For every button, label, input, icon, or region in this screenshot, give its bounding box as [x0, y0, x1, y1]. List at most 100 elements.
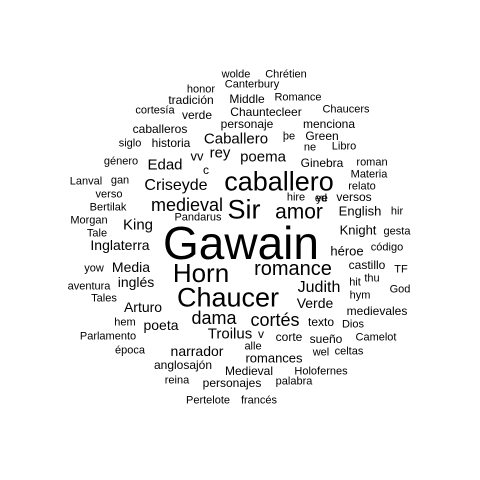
- word-hire: hire: [286, 191, 306, 204]
- word-roman: roman: [356, 156, 388, 169]
- word-sueno: sueño: [309, 332, 343, 346]
- word-medieval: medieval: [150, 195, 224, 215]
- word-king: King: [122, 216, 154, 234]
- word-reina: reina: [164, 374, 190, 387]
- word-tf: TF: [394, 263, 408, 276]
- word-thu: thu: [364, 272, 380, 285]
- word-dios: Dios: [341, 318, 365, 331]
- word-caballero: caballero: [224, 166, 334, 197]
- word-amor: amor: [275, 200, 323, 224]
- word-criseyde: Criseyde: [144, 177, 208, 194]
- word-cortes: cortés: [250, 310, 300, 330]
- word-medievales: medievales: [346, 304, 408, 318]
- word-heroe: héroe: [330, 243, 364, 259]
- word-edad: Edad: [147, 156, 183, 174]
- word-ginebra: Ginebra: [300, 156, 344, 170]
- word-codigo: código: [370, 241, 404, 254]
- word-arturo: Arturo: [123, 299, 163, 315]
- word-caballero-cap: Caballero: [203, 130, 269, 148]
- word-versos: versos: [336, 190, 372, 204]
- word-knight: Knight: [339, 222, 377, 238]
- word-parlamento: Parlamento: [79, 330, 137, 343]
- word-pandarus: Pandarus: [174, 211, 222, 224]
- word-ed: ed: [314, 192, 328, 205]
- word-celtas: celtas: [334, 345, 364, 358]
- word-wel: wel: [312, 346, 330, 359]
- word-inglaterra: Inglaterra: [90, 237, 150, 253]
- word-sir: Sir: [227, 194, 261, 225]
- word-ne: ne: [303, 141, 317, 154]
- word-hir: hir: [390, 205, 404, 218]
- word-chaucers: Chaucers: [322, 103, 370, 116]
- word-dama: dama: [191, 308, 237, 328]
- word-relato: relato: [348, 180, 376, 193]
- word-tale: Tale: [86, 227, 108, 240]
- word-texto: texto: [307, 315, 335, 329]
- word-epoca: época: [115, 344, 145, 357]
- word-judith: Judith: [297, 279, 341, 296]
- word-chaucer: Chaucer: [176, 282, 280, 313]
- word-middle: Middle: [229, 92, 265, 106]
- word-chauntecleer: Chauntecleer: [230, 105, 302, 119]
- word-god: God: [389, 283, 411, 296]
- word-verso: verso: [95, 188, 123, 201]
- word-canterbury: Canterbury: [224, 78, 280, 91]
- word-c: c: [203, 163, 209, 177]
- word-romance-cap: Romance: [274, 91, 322, 104]
- word-gawain: Gawain: [163, 217, 319, 269]
- word-hym: hym: [349, 289, 371, 302]
- word-tales: Tales: [91, 292, 117, 305]
- word-palabra: palabra: [275, 375, 313, 388]
- word-anglosajon: anglosajón: [153, 358, 213, 372]
- word-narrador: narrador: [170, 343, 224, 359]
- word-frances: francés: [240, 394, 278, 407]
- word-corte: corte: [275, 330, 303, 344]
- word-tradicion: tradición: [168, 93, 214, 107]
- word-poeta: poeta: [143, 317, 179, 333]
- word-menciona: menciona: [302, 117, 356, 131]
- word-wolde: wolde: [221, 68, 251, 81]
- word-castillo: castillo: [348, 258, 386, 272]
- word-english: English: [338, 203, 382, 219]
- word-personaje: personaje: [220, 117, 274, 131]
- word-bertilak: Bertilak: [89, 201, 127, 214]
- word-thorn-e: þe: [282, 130, 296, 143]
- word-horn: Horn: [172, 258, 230, 288]
- word-cortesia: cortesía: [135, 104, 175, 117]
- word-medieval-cap: Medieval: [224, 364, 274, 378]
- word-holofernes: Holofernes: [294, 365, 348, 378]
- word-gan: gan: [110, 174, 130, 187]
- word-alle: alle: [244, 340, 262, 353]
- word-honor: honor: [186, 83, 216, 96]
- word-poema: poema: [240, 148, 286, 166]
- word-historia: historia: [151, 136, 191, 150]
- word-yow: yow: [84, 262, 104, 275]
- word-verde: Verde: [296, 295, 334, 311]
- word-lanval: Lanval: [69, 175, 103, 188]
- word-chretien: Chrétien: [265, 68, 307, 81]
- word-romance: romance: [254, 258, 332, 280]
- word-gesta: gesta: [383, 225, 411, 238]
- word-green: Green: [305, 129, 339, 143]
- word-ye: ye: [316, 192, 328, 205]
- word-morgan: Morgan: [70, 214, 108, 227]
- word-media: Media: [111, 259, 151, 275]
- word-ingles: inglés: [117, 274, 155, 290]
- word-libro: Libro: [331, 140, 357, 153]
- word-rey: rey: [209, 144, 231, 162]
- word-camelot: Camelot: [355, 331, 397, 344]
- word-pertelote: Pertelote: [185, 394, 231, 407]
- word-vv: vv: [190, 148, 204, 164]
- word-caballeros: caballeros: [132, 122, 188, 136]
- word-genero: género: [103, 155, 139, 168]
- word-troilus: Troilus: [207, 325, 253, 343]
- word-materia: Materia: [350, 168, 388, 181]
- word-siglo: siglo: [118, 137, 142, 150]
- word-personajes: personajes: [202, 376, 262, 390]
- word-hem: hem: [114, 316, 136, 329]
- word-verde-lower: verde: [181, 108, 213, 122]
- word-v: v: [258, 327, 264, 341]
- word-aventura: aventura: [67, 280, 111, 293]
- word-hit: hit: [349, 276, 361, 289]
